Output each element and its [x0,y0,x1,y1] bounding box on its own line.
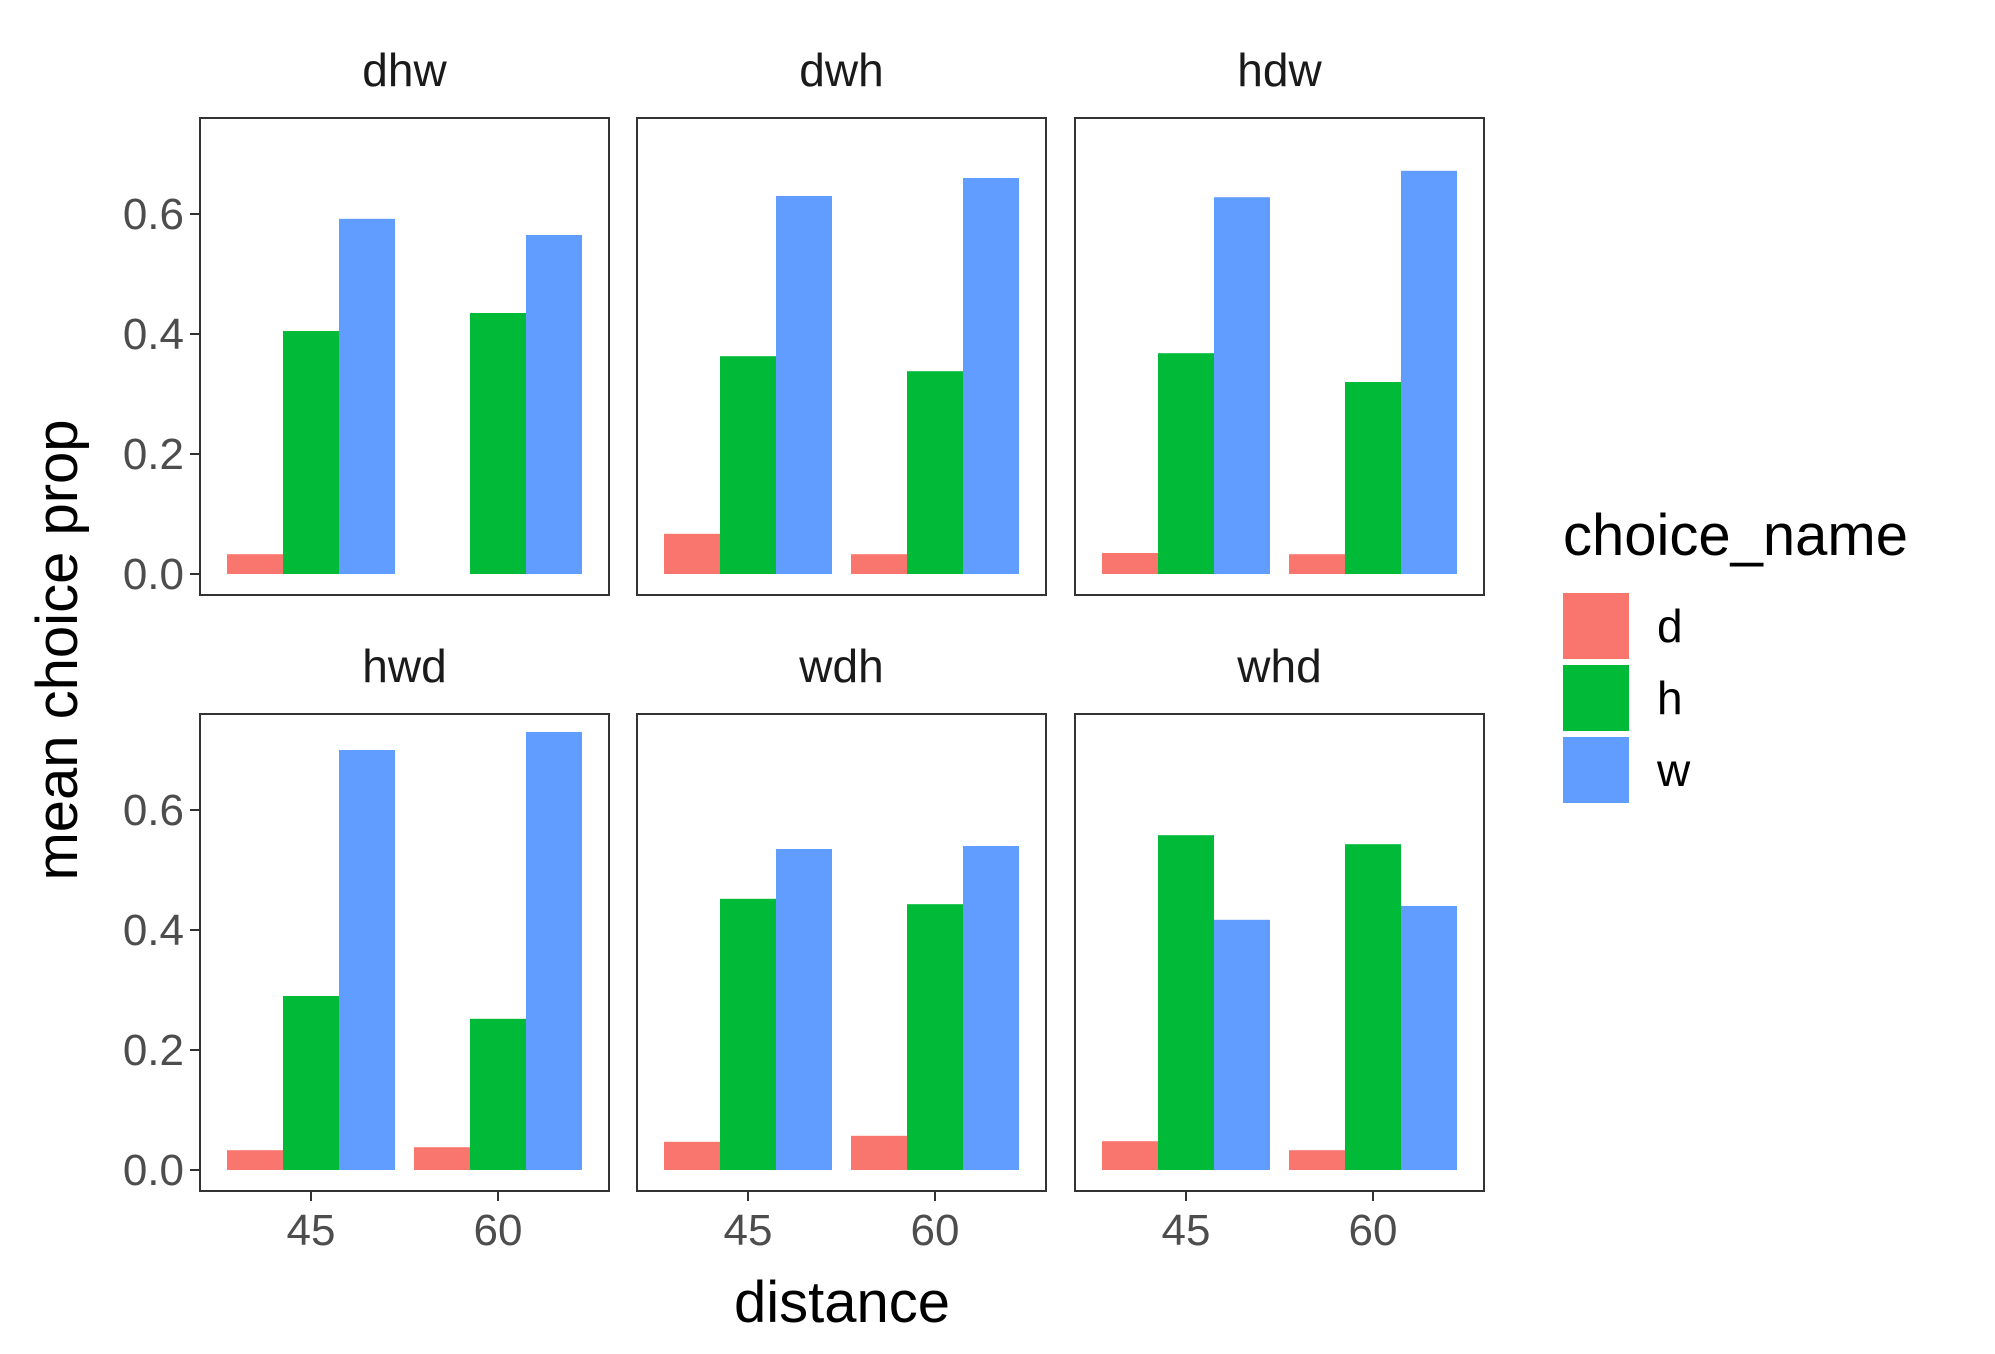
bar-whd-45-h [1158,835,1214,1170]
facet-strip-label: dwh [799,44,883,96]
facet-strip-label: whd [1236,640,1321,692]
bar-dwh-60-d [851,554,907,574]
facet-hdw: hdw [1074,44,1485,596]
x-tick-label: 45 [724,1206,773,1255]
x-tick-label: 60 [1349,1206,1398,1255]
panel-border [1074,713,1485,1192]
y-tick-label: 0.0 [123,550,184,599]
bar-whd-60-d [1289,1150,1345,1170]
bar-dwh-45-w [776,196,832,574]
bar-hwd-45-h [283,996,339,1170]
y-axis-title: mean choice prop [25,419,90,880]
panel-border [636,117,1047,596]
facet-strip-label: wdh [798,640,883,692]
bar-hwd-60-h [470,1018,526,1170]
facet-dwh: dwh [636,44,1047,596]
bar-dhw-45-w [339,218,395,575]
facet-wdh: wdh 45 60 [636,640,1047,1255]
x-tick-label: 60 [911,1206,960,1255]
legend-label-d: d [1657,600,1683,652]
panel-border [199,713,610,1192]
facet-whd: whd 45 60 [1074,640,1485,1255]
y-tick-label: 0.0 [123,1146,184,1195]
bar-wdh-45-h [720,898,776,1170]
bar-hdw-60-w [1401,170,1457,575]
y-tick-label: 0.6 [123,786,184,835]
legend-title: choice_name [1563,503,1908,568]
bar-whd-60-w [1401,906,1457,1170]
bar-wdh-60-d [851,1135,907,1170]
y-tick-label: 0.4 [123,310,184,359]
facet-dhw: dhw 0.0 0.2 0.4 0.6 [123,44,610,599]
legend-key-h [1563,665,1629,731]
bar-dhw-45-h [283,331,339,574]
x-tick-label: 45 [1162,1206,1211,1255]
bar-whd-60-h [1345,844,1401,1170]
x-tick-label: 45 [287,1206,336,1255]
legend-label-h: h [1657,672,1683,724]
bar-wdh-60-w [963,846,1019,1170]
bar-dwh-60-h [907,371,963,574]
y-tick-label: 0.6 [123,190,184,239]
bar-hwd-45-w [339,750,395,1170]
legend: choice_name dhw [1563,503,1908,803]
legend-key-d [1563,593,1629,659]
bar-wdh-45-w [776,849,832,1170]
bar-hdw-45-w [1214,197,1270,574]
x-tick-label: 60 [474,1206,523,1255]
y-tick-label: 0.2 [123,430,184,479]
panel-border [1074,117,1485,596]
y-tick-label: 0.4 [123,906,184,955]
facet-strip-label: dhw [362,44,447,96]
panel-border [636,713,1047,1192]
facet-strip-label: hdw [1237,44,1322,96]
facet-strip-label: hwd [362,640,446,692]
bar-dhw-60-h [470,313,526,574]
bar-dwh-45-h [720,356,776,574]
panel-border [199,117,610,596]
bar-dhw-60-w [526,235,582,574]
bar-wdh-45-d [664,1141,720,1170]
bar-hwd-60-d [414,1147,470,1170]
bar-dwh-60-w [963,178,1019,574]
y-tick-label: 0.2 [123,1026,184,1075]
bar-hdw-45-h [1158,353,1214,574]
bar-whd-45-w [1214,919,1270,1170]
bar-hdw-60-d [1289,554,1345,574]
bar-hwd-60-w [526,732,582,1170]
bar-wdh-60-h [907,904,963,1170]
bar-hwd-45-d [227,1150,283,1170]
bar-dwh-45-d [664,533,720,574]
facet-hwd: hwd 0.0 0.2 0.4 0.6 45 60 [123,640,610,1255]
x-axis-title: distance [734,1270,950,1335]
bar-hdw-60-h [1345,382,1401,574]
legend-label-w: w [1656,744,1691,796]
legend-key-w [1563,737,1629,803]
bar-hdw-45-d [1102,553,1158,574]
bar-whd-45-d [1102,1141,1158,1170]
bar-dhw-45-d [227,554,283,574]
facet-panels: dhw 0.0 0.2 0.4 0.6 dwh hdw hwd 0.0 0.2 0.4 0.6 45 60… [123,44,1485,1255]
